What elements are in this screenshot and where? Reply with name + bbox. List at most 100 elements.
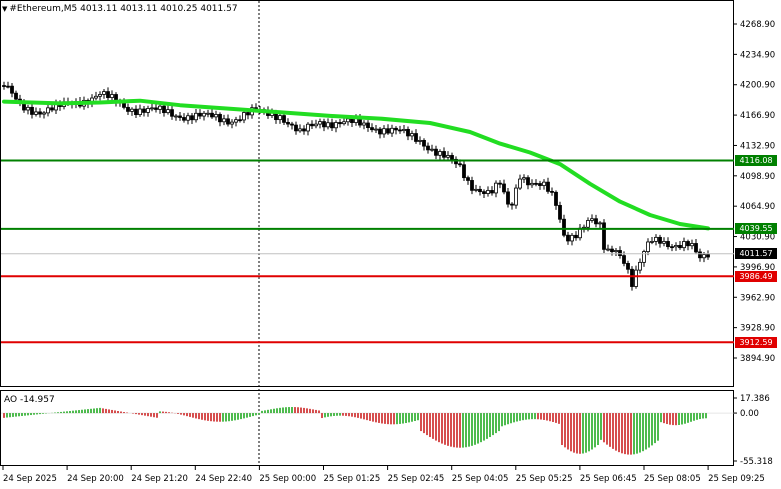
candle-body	[298, 128, 302, 132]
candle-body	[494, 182, 498, 194]
candle-body	[30, 106, 34, 115]
candle-body	[522, 177, 526, 180]
candle-body	[598, 222, 602, 225]
time-tick-label: 25 Sep 02:45	[388, 474, 445, 484]
candle-body	[166, 109, 170, 114]
candle-body	[38, 111, 42, 115]
price-tick-label: 3928.90	[740, 324, 775, 334]
candle-body	[206, 112, 210, 115]
candle-body	[198, 112, 202, 117]
symbol-line: #Ethereum,M5 4013.11 4013.11 4010.25 401…	[9, 4, 238, 14]
candle-body	[190, 115, 194, 121]
candle-body	[630, 268, 634, 287]
candle-body	[694, 243, 698, 253]
candle-body	[294, 124, 298, 132]
candle-body	[350, 118, 354, 123]
candle-body	[290, 123, 294, 126]
candle-body	[318, 121, 322, 125]
price-tick-label: 4166.90	[740, 111, 775, 121]
candle-body	[174, 115, 178, 118]
candle-body	[658, 236, 662, 244]
candle-body	[378, 128, 382, 135]
time-tick-label: 25 Sep 04:05	[452, 474, 509, 484]
candle-body	[138, 108, 142, 116]
dropdown-triangle-icon[interactable]: ▼	[2, 5, 8, 13]
ao-histogram	[1, 407, 734, 455]
time-tick-label: 25 Sep 05:25	[516, 474, 573, 484]
candle-body	[162, 105, 166, 114]
candle-body	[234, 119, 238, 123]
price-tick-label: 3894.90	[740, 354, 775, 364]
candle-body	[134, 108, 138, 116]
price-tick-label: 4268.90	[740, 20, 775, 30]
time-tick-label: 25 Sep 09:25	[708, 474, 765, 484]
candle-body	[406, 128, 410, 137]
candle-body	[370, 127, 374, 131]
candle-body	[622, 255, 626, 264]
candle-body	[650, 241, 654, 243]
candle-body	[102, 91, 106, 95]
candle-body	[50, 107, 54, 111]
candle-body	[158, 105, 162, 110]
candle-body	[538, 183, 542, 186]
candle-body	[326, 122, 330, 128]
price-tick-label: 4200.90	[740, 81, 775, 91]
candle-body	[386, 128, 390, 134]
candle-body	[574, 234, 578, 239]
candle-body	[554, 191, 558, 206]
candle-body	[514, 187, 518, 206]
candle-body	[6, 85, 10, 88]
price-tick-label: 4064.90	[740, 202, 775, 212]
candle-body	[466, 177, 470, 181]
chart-header: ▼ #Ethereum,M5 4013.11 4013.11 4010.25 40…	[2, 3, 238, 15]
candle-body	[586, 220, 590, 228]
candle-body	[442, 151, 446, 158]
price-tick-label: 3996.90	[740, 263, 775, 273]
candle-body	[490, 190, 494, 194]
candle-body	[418, 139, 422, 142]
candle-body	[186, 115, 190, 121]
candle-body	[218, 114, 222, 123]
candle-body	[398, 129, 402, 132]
candle-body	[26, 106, 30, 111]
main-panel-frame	[0, 0, 734, 387]
candle-body	[446, 155, 450, 158]
candle-body	[210, 112, 214, 118]
candle-body	[130, 108, 134, 112]
price-tick-label: 4132.90	[740, 141, 775, 151]
candle-body	[498, 182, 502, 185]
level-price-tag: 4011.57	[735, 248, 777, 260]
candle-body	[690, 243, 694, 247]
candle-body	[502, 183, 506, 193]
candle-body	[638, 261, 642, 271]
time-tick-label: 24 Sep 21:20	[131, 474, 188, 484]
candle-body	[526, 177, 530, 186]
candle-body	[614, 250, 618, 253]
candle-body	[178, 115, 182, 118]
candle-body	[202, 112, 206, 117]
candle-body	[590, 218, 594, 221]
candle-body	[478, 188, 482, 193]
candle-body	[662, 241, 666, 244]
candle-body	[382, 128, 386, 135]
candle-body	[230, 121, 234, 125]
time-tick-label: 24 Sep 20:00	[67, 474, 124, 484]
ao-tick-label: 0.00	[740, 409, 759, 419]
candle-body	[282, 115, 286, 123]
candle-body	[530, 182, 534, 186]
candle-body	[602, 222, 606, 250]
time-tick-label: 25 Sep 00:00	[259, 474, 316, 484]
candle-body	[482, 191, 486, 194]
candle-body	[534, 182, 538, 185]
candle-body	[414, 133, 418, 142]
candle-body	[542, 181, 546, 186]
candle-body	[214, 114, 218, 118]
candle-body	[338, 122, 342, 125]
candle-body	[278, 115, 282, 121]
candle-body	[302, 128, 306, 132]
candle-body	[458, 163, 462, 166]
candle-body	[610, 248, 614, 253]
candle-body	[510, 203, 514, 206]
candle-body	[390, 127, 394, 134]
